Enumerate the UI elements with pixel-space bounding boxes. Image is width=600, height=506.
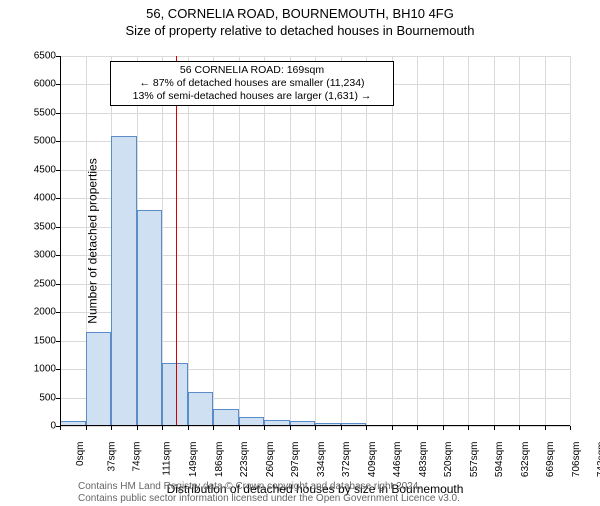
x-tick-mark [570, 426, 571, 430]
x-tick-mark [162, 426, 163, 430]
y-tick-label: 2500 [34, 278, 56, 289]
gridline-v [494, 56, 495, 426]
x-tick-mark [264, 426, 265, 430]
gridline-v [264, 56, 265, 426]
x-tick-label: 706sqm [571, 442, 582, 478]
x-tick-mark [443, 426, 444, 430]
x-tick-label: 632sqm [520, 442, 531, 478]
x-tick-mark [392, 426, 393, 430]
histogram-bar [188, 392, 214, 426]
x-tick-mark [60, 426, 61, 430]
gridline-v [290, 56, 291, 426]
x-tick-label: 446sqm [392, 442, 403, 478]
y-tick-label: 4500 [34, 164, 56, 175]
credit-line-1: Contains HM Land Registry data © Crown c… [78, 481, 421, 493]
x-tick-mark [519, 426, 520, 430]
y-tick-label: 0 [50, 421, 56, 432]
chart-title-line1: 56, CORNELIA ROAD, BOURNEMOUTH, BH10 4FG [0, 6, 600, 21]
x-tick-label: 743sqm [596, 442, 600, 478]
x-tick-label: 520sqm [443, 442, 454, 478]
x-tick-label: 557sqm [469, 442, 480, 478]
x-tick-mark [213, 426, 214, 430]
plot-region: 0500100015002000250030003500400045005000… [60, 56, 570, 426]
x-tick-label: 0sqm [75, 442, 86, 466]
x-tick-label: 372sqm [341, 442, 352, 478]
x-tick-mark [86, 426, 87, 430]
y-axis-label: Number of detached properties [86, 158, 100, 323]
y-tick-label: 500 [39, 392, 56, 403]
gridline-v [519, 56, 520, 426]
x-tick-mark [417, 426, 418, 430]
chart-area: 0500100015002000250030003500400045005000… [60, 56, 570, 426]
gridline-v [392, 56, 393, 426]
x-tick-label: 483sqm [418, 442, 429, 478]
y-tick-label: 6000 [34, 79, 56, 90]
x-tick-label: 334sqm [316, 442, 327, 478]
x-tick-mark [545, 426, 546, 430]
x-tick-label: 297sqm [290, 442, 301, 478]
gridline-v [468, 56, 469, 426]
x-tick-label: 111sqm [161, 442, 172, 476]
x-tick-mark [468, 426, 469, 430]
y-tick-label: 1500 [34, 335, 56, 346]
x-axis-line [60, 425, 570, 426]
chart-title-line2: Size of property relative to detached ho… [0, 23, 600, 38]
x-tick-label: 669sqm [545, 442, 556, 478]
annotation-line: ← 87% of detached houses are smaller (11… [117, 77, 387, 90]
x-tick-label: 409sqm [367, 442, 378, 478]
gridline-v [188, 56, 189, 426]
y-tick-label: 1000 [34, 364, 56, 375]
y-axis-line [60, 56, 61, 426]
x-tick-mark [239, 426, 240, 430]
annotation-line: 56 CORNELIA ROAD: 169sqm [117, 64, 387, 77]
x-tick-label: 186sqm [214, 442, 225, 478]
x-tick-mark [494, 426, 495, 430]
x-tick-label: 74sqm [132, 442, 143, 472]
gridline-v [417, 56, 418, 426]
gridline-v [315, 56, 316, 426]
y-tick-label: 3500 [34, 221, 56, 232]
chart-container: 56, CORNELIA ROAD, BOURNEMOUTH, BH10 4FG… [0, 6, 600, 506]
gridline-v [213, 56, 214, 426]
x-tick-label: 37sqm [106, 442, 117, 472]
gridline-v [366, 56, 367, 426]
gridline-v [545, 56, 546, 426]
x-tick-label: 223sqm [239, 442, 250, 478]
gridline-v [341, 56, 342, 426]
credit-line-2: Contains public sector information licen… [78, 493, 460, 505]
y-tick-label: 4000 [34, 193, 56, 204]
y-tick-label: 5500 [34, 107, 56, 118]
x-tick-label: 260sqm [265, 442, 276, 478]
y-tick-label: 5000 [34, 136, 56, 147]
histogram-bar [111, 136, 137, 426]
histogram-bar [162, 363, 188, 426]
x-tick-mark [341, 426, 342, 430]
x-tick-mark [137, 426, 138, 430]
x-tick-mark [290, 426, 291, 430]
x-tick-mark [366, 426, 367, 430]
x-tick-label: 149sqm [188, 442, 199, 478]
x-tick-mark [111, 426, 112, 430]
x-tick-mark [188, 426, 189, 430]
x-tick-label: 594sqm [494, 442, 505, 478]
histogram-bar [86, 332, 112, 426]
gridline-v [570, 56, 571, 426]
y-tick-label: 6500 [34, 51, 56, 62]
histogram-bar [213, 409, 239, 426]
y-tick-label: 2000 [34, 307, 56, 318]
annotation-box: 56 CORNELIA ROAD: 169sqm← 87% of detache… [110, 61, 394, 106]
y-tick-label: 3000 [34, 250, 56, 261]
annotation-line: 13% of semi-detached houses are larger (… [117, 90, 387, 103]
reference-line [176, 56, 177, 426]
histogram-bar [137, 210, 163, 426]
gridline-v [443, 56, 444, 426]
x-tick-mark [315, 426, 316, 430]
gridline-v [239, 56, 240, 426]
